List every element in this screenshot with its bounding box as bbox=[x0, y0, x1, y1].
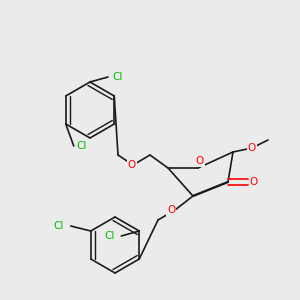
Text: Cl: Cl bbox=[76, 141, 87, 151]
Text: O: O bbox=[250, 177, 258, 187]
Text: O: O bbox=[248, 143, 256, 153]
Text: O: O bbox=[167, 205, 175, 215]
Text: Cl: Cl bbox=[54, 221, 64, 231]
Text: O: O bbox=[128, 160, 136, 170]
Text: O: O bbox=[196, 156, 204, 166]
Text: Cl: Cl bbox=[113, 72, 123, 82]
Text: Cl: Cl bbox=[104, 231, 114, 241]
